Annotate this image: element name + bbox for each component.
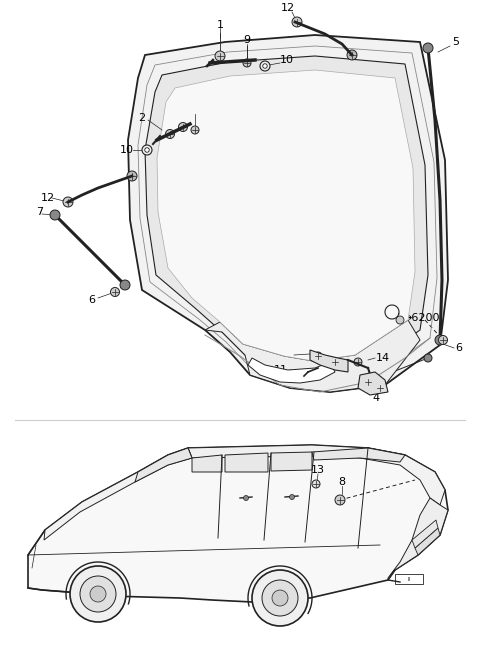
Text: 7: 7 — [36, 207, 44, 217]
Circle shape — [243, 59, 251, 67]
Polygon shape — [358, 372, 388, 395]
Circle shape — [166, 129, 175, 139]
Circle shape — [396, 316, 404, 324]
Text: 4: 4 — [372, 393, 380, 403]
Polygon shape — [192, 455, 222, 472]
Circle shape — [110, 288, 120, 296]
Text: 9: 9 — [192, 105, 199, 115]
Circle shape — [70, 566, 126, 622]
Text: 6: 6 — [88, 295, 96, 305]
Circle shape — [439, 335, 447, 345]
Bar — [395, 574, 423, 584]
Text: 8: 8 — [338, 477, 346, 487]
Circle shape — [263, 64, 267, 68]
Polygon shape — [188, 445, 405, 462]
Polygon shape — [135, 448, 192, 482]
Circle shape — [312, 480, 320, 488]
Text: →6200: →6200 — [402, 313, 440, 323]
Circle shape — [252, 570, 308, 626]
Polygon shape — [248, 358, 335, 383]
Circle shape — [435, 335, 445, 345]
Text: 10: 10 — [280, 55, 294, 65]
Polygon shape — [415, 528, 440, 555]
Polygon shape — [412, 520, 438, 548]
Polygon shape — [225, 453, 268, 472]
Polygon shape — [360, 448, 445, 505]
Circle shape — [260, 61, 270, 71]
Polygon shape — [312, 448, 405, 462]
Circle shape — [215, 51, 225, 61]
Text: 5: 5 — [452, 37, 459, 47]
Circle shape — [272, 590, 288, 606]
Text: 9: 9 — [243, 35, 251, 45]
Circle shape — [127, 171, 137, 181]
Circle shape — [331, 358, 339, 366]
Circle shape — [424, 354, 432, 362]
Text: 6: 6 — [455, 343, 462, 353]
Circle shape — [90, 586, 106, 602]
Circle shape — [262, 580, 298, 616]
Circle shape — [289, 494, 295, 500]
Circle shape — [50, 210, 60, 220]
Circle shape — [142, 145, 152, 155]
Text: 12: 12 — [41, 193, 55, 203]
Circle shape — [63, 197, 73, 207]
Text: 12: 12 — [281, 3, 295, 13]
Circle shape — [292, 17, 302, 27]
Circle shape — [376, 384, 384, 392]
Text: 1: 1 — [216, 20, 224, 30]
Circle shape — [347, 50, 357, 60]
Polygon shape — [44, 448, 192, 540]
Circle shape — [243, 496, 249, 500]
Text: II: II — [408, 577, 410, 582]
Text: 13: 13 — [311, 465, 325, 475]
Polygon shape — [271, 452, 312, 471]
Polygon shape — [388, 498, 448, 580]
Circle shape — [179, 123, 188, 131]
Polygon shape — [205, 320, 420, 392]
Polygon shape — [28, 445, 448, 602]
Polygon shape — [157, 70, 415, 361]
Text: 11: 11 — [274, 365, 288, 375]
Text: 2: 2 — [138, 113, 145, 123]
Text: 10: 10 — [120, 145, 134, 155]
Circle shape — [314, 352, 322, 360]
Circle shape — [80, 576, 116, 612]
Text: 14: 14 — [376, 353, 390, 363]
Polygon shape — [310, 350, 348, 372]
Circle shape — [354, 358, 362, 366]
Polygon shape — [145, 56, 428, 374]
Circle shape — [120, 280, 130, 290]
Circle shape — [335, 495, 345, 505]
Text: 3: 3 — [287, 347, 294, 357]
Circle shape — [364, 378, 372, 386]
Polygon shape — [128, 35, 448, 392]
Circle shape — [423, 43, 433, 53]
Circle shape — [191, 126, 199, 134]
Circle shape — [145, 148, 149, 152]
